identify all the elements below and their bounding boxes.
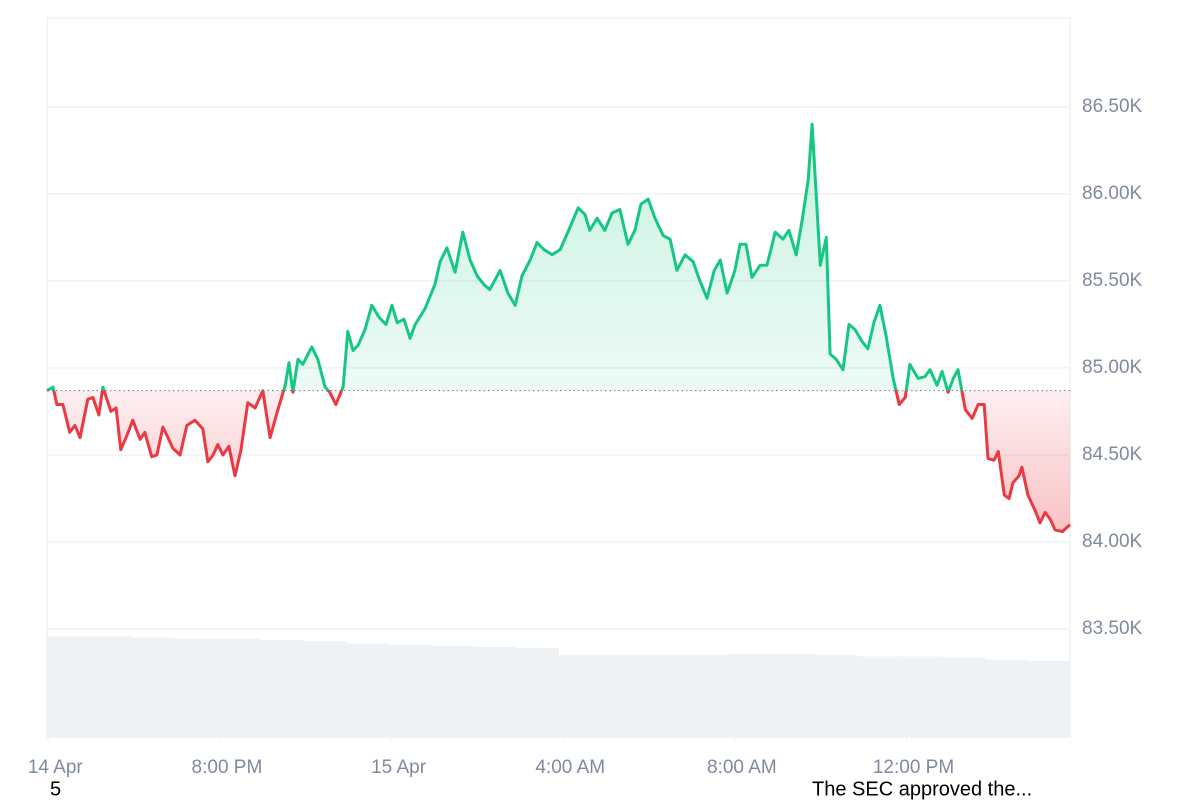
volume-bar: [132, 637, 176, 737]
y-tick-label: 86.50K: [1082, 96, 1143, 117]
volume-bar: [729, 653, 773, 737]
volume-bar: [984, 659, 1028, 737]
x-tick-label: 4:00 AM: [535, 757, 605, 778]
volume-bar: [302, 641, 346, 737]
volume-bar: [47, 636, 91, 737]
volume-bar: [942, 657, 986, 737]
volume-bar: [217, 638, 261, 737]
y-tick-label: 85.50K: [1082, 270, 1143, 291]
y-tick-label: 84.50K: [1082, 444, 1143, 465]
y-tick-label: 84.00K: [1082, 531, 1143, 552]
x-tick-label: 8:00 PM: [192, 757, 263, 778]
volume-bar: [345, 643, 389, 737]
volume-bar: [430, 645, 474, 737]
y-tick-label: 85.00K: [1082, 357, 1143, 378]
x-tick-label: 12:00 PM: [873, 757, 954, 778]
x-tick-label: 14 Apr: [28, 757, 84, 778]
volume-bar: [473, 646, 517, 737]
volume-bar: [260, 639, 304, 737]
volume-bar: [89, 636, 133, 737]
volume-bar: [388, 644, 432, 737]
volume-bar: [174, 638, 218, 737]
volume-bar: [814, 655, 858, 737]
volume-bar: [643, 655, 687, 737]
annotation: The SEC approved the...: [812, 778, 1032, 800]
volume-bar: [601, 655, 645, 737]
volume-bar: [686, 655, 730, 737]
y-tick-label: 86.00K: [1082, 183, 1143, 204]
volume-bar: [899, 656, 943, 737]
volume-bar: [515, 648, 559, 737]
volume-bar: [1027, 660, 1071, 737]
annotation: 5: [50, 778, 61, 800]
x-tick-label: 15 Apr: [371, 757, 427, 778]
volume-bar: [558, 655, 602, 737]
price-area: [47, 124, 1070, 532]
volume-bar: [856, 656, 900, 737]
y-tick-label: 83.50K: [1082, 618, 1143, 639]
price-line: [46, 122, 1072, 534]
volume-bar: [771, 653, 815, 737]
x-tick-label: 8:00 AM: [707, 757, 777, 778]
